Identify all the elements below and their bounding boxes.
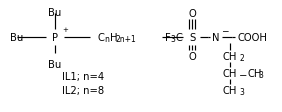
- Text: C: C: [175, 33, 182, 43]
- Text: COOH: COOH: [237, 33, 267, 43]
- Text: H: H: [110, 33, 118, 43]
- Text: Bu: Bu: [49, 59, 62, 69]
- Text: O: O: [188, 52, 196, 61]
- Text: N: N: [212, 33, 220, 43]
- Text: F: F: [165, 33, 171, 43]
- Text: 3: 3: [258, 71, 263, 80]
- Text: 3: 3: [239, 88, 244, 97]
- Text: −: −: [221, 26, 228, 35]
- Text: Bu: Bu: [49, 8, 62, 18]
- Text: n: n: [104, 35, 109, 44]
- Text: 2n+1: 2n+1: [116, 35, 137, 44]
- Text: Bu: Bu: [10, 33, 23, 43]
- Text: CH: CH: [223, 68, 237, 78]
- Text: IL2; n=8: IL2; n=8: [62, 85, 104, 95]
- Text: +: +: [62, 27, 68, 33]
- Text: S: S: [189, 33, 195, 43]
- Text: CH: CH: [248, 68, 262, 78]
- Text: CH: CH: [223, 85, 237, 95]
- Text: 2: 2: [239, 54, 244, 63]
- Text: C: C: [98, 33, 105, 43]
- Text: CH: CH: [223, 52, 237, 61]
- Text: O: O: [188, 9, 196, 19]
- Text: IL1; n=4: IL1; n=4: [62, 71, 104, 81]
- Text: −: −: [239, 70, 247, 80]
- Text: P: P: [52, 33, 58, 43]
- Text: 3: 3: [170, 35, 175, 44]
